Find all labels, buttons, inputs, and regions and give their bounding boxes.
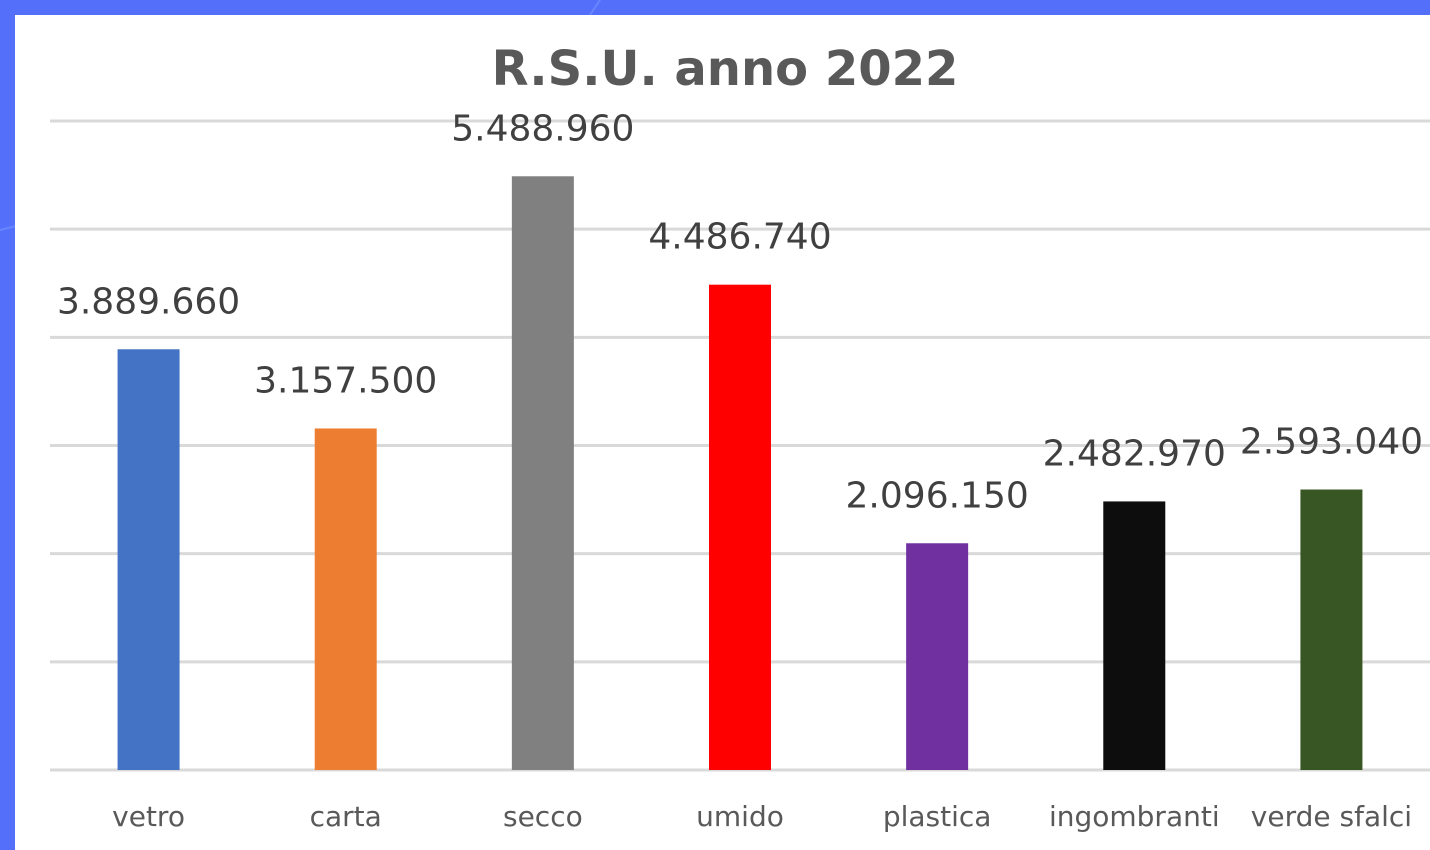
bar — [511, 176, 574, 771]
x-tick-label: umido — [696, 800, 784, 833]
bar — [709, 284, 771, 770]
x-tick-label: verde sfalci — [1251, 800, 1412, 833]
chart-title: R.S.U. anno 2022 — [492, 41, 959, 97]
data-label: 2.096.150 — [846, 475, 1029, 516]
data-label: 3.889.660 — [57, 281, 240, 322]
bar — [1103, 501, 1166, 770]
x-tick-label: carta — [310, 800, 382, 833]
bar — [117, 349, 180, 770]
x-tick-label: ingombranti — [1049, 800, 1220, 833]
data-label: 2.482.970 — [1043, 433, 1226, 474]
data-label: 5.488.960 — [451, 108, 634, 149]
x-tick-label: vetro — [112, 800, 185, 833]
x-tick-label: plastica — [883, 800, 992, 833]
bar — [1300, 489, 1363, 770]
x-tick-label: secco — [503, 800, 583, 833]
bar — [906, 543, 969, 770]
bar — [314, 428, 377, 770]
data-label: 3.157.500 — [254, 360, 437, 401]
data-label: 4.486.740 — [648, 217, 831, 258]
data-label: 2.593.040 — [1240, 422, 1423, 463]
